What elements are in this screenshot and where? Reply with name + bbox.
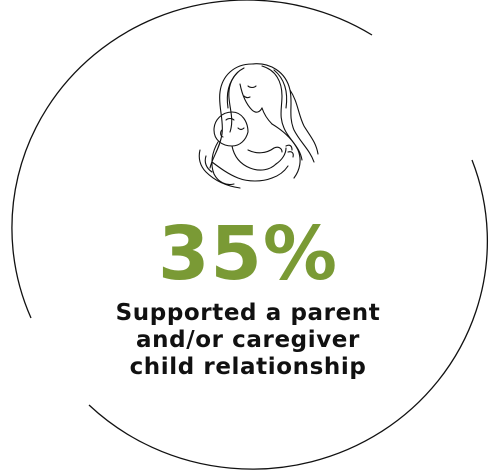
stat-caption-line: Supported a parent <box>115 300 381 326</box>
stat-caption-line: child relationship <box>129 354 367 380</box>
stat-percentage: 35% <box>157 211 339 297</box>
circle-arc-left <box>11 0 373 319</box>
stat-caption: Supported a parent and/or caregiver chil… <box>0 300 496 381</box>
mother-and-baby-icon <box>182 50 330 198</box>
stat-caption-line: and/or caregiver <box>136 327 360 353</box>
circle-arc-right <box>88 159 488 470</box>
